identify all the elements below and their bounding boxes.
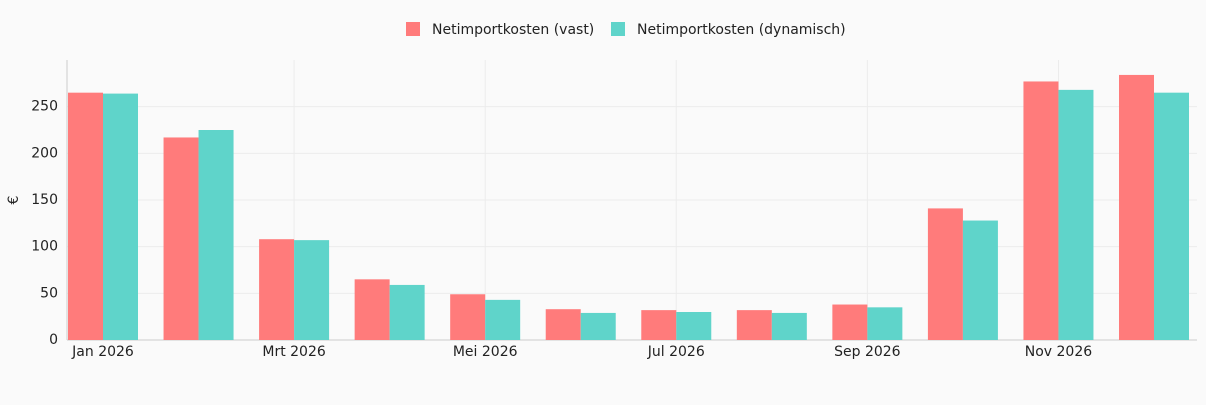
bar (1154, 92, 1189, 341)
bar (450, 294, 486, 340)
y-tick-label: 0 (49, 332, 58, 348)
y-tick-label: 250 (31, 99, 58, 115)
y-tick-label: 150 (31, 192, 58, 208)
x-tick-label: Mrt 2026 (262, 344, 325, 360)
y-axis-title: € (6, 196, 22, 205)
bar (485, 299, 521, 340)
bar (354, 279, 390, 340)
bar (736, 310, 772, 340)
legend-swatch[interactable] (406, 22, 420, 36)
bar (163, 137, 199, 340)
bar (389, 284, 425, 340)
bar (962, 220, 998, 340)
bar (927, 208, 963, 340)
bar (68, 92, 103, 341)
bar (867, 307, 903, 340)
x-tick-label: Sep 2026 (834, 344, 901, 360)
bar (1023, 81, 1059, 340)
bar (198, 130, 234, 340)
legend-swatch[interactable] (611, 22, 625, 36)
x-tick-label: Jul 2026 (647, 344, 705, 360)
y-tick-label: 50 (40, 285, 58, 301)
bar (1119, 74, 1154, 340)
bar (641, 310, 677, 340)
bar (103, 93, 138, 340)
legend-label[interactable]: Netimportkosten (vast) (432, 22, 594, 38)
bar (294, 240, 330, 340)
legend-label[interactable]: Netimportkosten (dynamisch) (637, 22, 846, 38)
bar (832, 304, 868, 340)
y-tick-label: 200 (31, 145, 58, 161)
x-tick-label: Nov 2026 (1025, 344, 1092, 360)
bar (1058, 89, 1094, 340)
bar (259, 239, 295, 340)
bar (771, 312, 807, 340)
x-tick-label: Jan 2026 (71, 344, 134, 360)
bar (580, 312, 616, 340)
bar (676, 312, 712, 340)
x-tick-label: Mei 2026 (453, 344, 518, 360)
bar (545, 309, 581, 340)
y-tick-label: 100 (31, 239, 58, 255)
